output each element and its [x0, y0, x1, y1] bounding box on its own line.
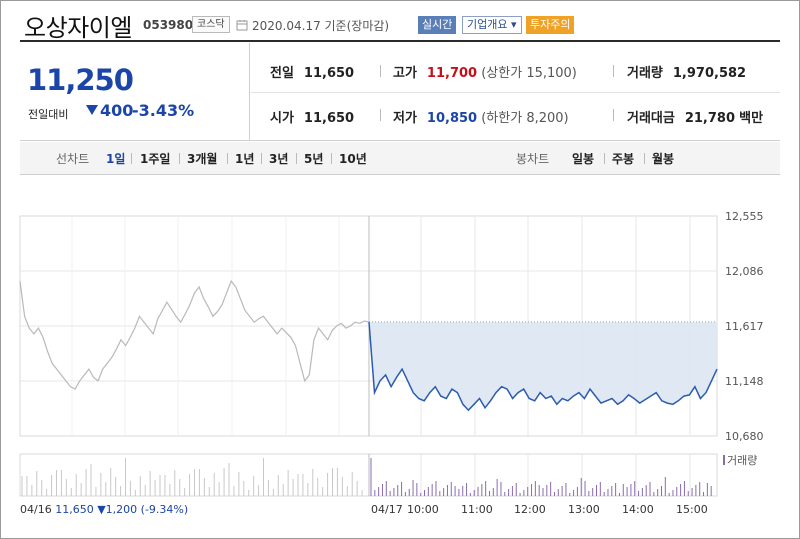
stock-name: 오상자이엘: [24, 14, 132, 42]
amount-cell: 거래대금 21,780 백만: [627, 107, 763, 126]
x-tick-label: 15:00: [676, 503, 708, 516]
company-info-dropdown[interactable]: 기업개요 ▾: [462, 16, 522, 34]
realtime-button[interactable]: 실시간: [418, 16, 457, 34]
amount-unit: 백만: [739, 111, 764, 126]
x-tick-label: 14:00: [622, 503, 654, 516]
chart-period-tabs: 선차트 1일 1주일 3개월 1년 3년 5년 10년 봉차트 일봉 주봉 월봉: [20, 142, 780, 175]
divider: [331, 153, 332, 164]
today-price-line: [368, 322, 718, 412]
low-cell: 저가 10,850 (하한가 8,200): [393, 107, 569, 126]
line-chart-label: 선차트: [56, 152, 90, 166]
x-tick-label: 04/17: [371, 503, 403, 516]
price-change-value: 400: [100, 101, 134, 120]
calendar-icon: [236, 20, 248, 31]
down-triangle-icon: [86, 105, 98, 115]
open-cell: 시가 11,650: [270, 107, 354, 126]
lower-limit-value: (하한가 8,200): [481, 111, 569, 126]
upper-limit-value: (상한가 15,100): [481, 66, 577, 81]
y-tick-label: 11,617: [725, 320, 764, 333]
amount-value: 21,780: [684, 111, 736, 126]
x-tick-label: 12:00: [514, 503, 546, 516]
high-value: 11,700: [426, 66, 478, 81]
tab-weekly-candle[interactable]: 주봉: [612, 152, 635, 166]
market-badge: 코스닥: [192, 16, 230, 33]
open-label: 시가: [270, 111, 294, 126]
divider: [613, 65, 614, 77]
current-price: 11,250: [27, 63, 134, 97]
x-tick-label: 13:00: [568, 503, 600, 516]
divider: [296, 153, 297, 164]
volume-legend-swatch: [723, 455, 725, 465]
y-tick-label: 10,680: [725, 430, 764, 443]
tab-1year[interactable]: 1년: [235, 152, 255, 166]
tab-3month[interactable]: 3개월: [187, 152, 218, 166]
high-cell: 고가 11,700 (상한가 15,100): [393, 62, 577, 81]
divider: [380, 109, 381, 121]
high-label: 고가: [393, 66, 417, 81]
y-tick-label: 12,555: [725, 210, 764, 223]
divider: [604, 153, 605, 164]
compare-label: 전일대비: [28, 108, 69, 121]
tab-5year[interactable]: 5년: [304, 152, 324, 166]
tab-3year[interactable]: 3년: [269, 152, 289, 166]
investment-warning-badge: 투자주의: [526, 16, 575, 34]
volume-cell: 거래량 1,970,582: [627, 62, 746, 81]
prev-close-cell: 전일 11,650: [270, 62, 354, 81]
row-divider: [251, 92, 780, 93]
prev-day-info: 04/16 11,650 ▼1,200 (-9.34%): [20, 503, 188, 516]
x-tick-label: 10:00: [407, 503, 439, 516]
low-value: 10,850: [426, 111, 478, 126]
prev-close-label: 전일: [270, 66, 294, 81]
tab-10year[interactable]: 10년: [339, 152, 367, 166]
stock-code: 053980: [143, 18, 194, 32]
open-value: 11,650: [303, 111, 355, 126]
divider: [227, 153, 228, 164]
tab-1day[interactable]: 1일: [106, 152, 126, 166]
price-chart-area: 12,555 12,086 11,617 11,148 10,680 04/17 10:00…: [0, 176, 800, 516]
candle-chart-label: 봉차트: [516, 152, 550, 166]
tab-monthly-candle[interactable]: 월봉: [652, 152, 675, 166]
tab-daily-candle[interactable]: 일봉: [572, 152, 595, 166]
divider: [613, 109, 614, 121]
price-change-pct: -3.43%: [132, 101, 195, 120]
prev-day-close: 11,650: [55, 503, 97, 516]
prev-day-date: 04/16: [20, 503, 55, 516]
volume-label: 거래량: [627, 66, 663, 81]
low-label: 저가: [393, 111, 417, 126]
volume-value: 1,970,582: [672, 66, 747, 81]
prev-close-value: 11,650: [303, 66, 355, 81]
price-summary: 11,250 전일대비 400 -3.43% 전일 11,650 고가 11,700…: [20, 43, 780, 141]
divider: [131, 153, 132, 164]
tab-1week[interactable]: 1주일: [140, 152, 171, 166]
y-tick-label: 11,148: [725, 375, 764, 388]
divider: [644, 153, 645, 164]
y-tick-label: 12,086: [725, 265, 764, 278]
prev-day-change: ▼1,200: [97, 503, 140, 516]
prev-day-pct: (-9.34%): [141, 503, 189, 516]
date-text: 2020.04.17 기준(장마감): [252, 19, 390, 33]
volume-label: 거래량: [727, 454, 757, 467]
today-area-fill: [369, 322, 717, 411]
divider: [179, 153, 180, 164]
price-change: 400: [86, 101, 133, 120]
divider: [380, 65, 381, 77]
divider: [261, 153, 262, 164]
price-chart[interactable]: 12,555 12,086 11,617 11,148 10,680 04/17 10:00…: [0, 176, 800, 516]
x-tick-label: 11:00: [461, 503, 493, 516]
current-price-panel: 11,250 전일대비 400 -3.43%: [20, 43, 250, 141]
amount-label: 거래대금: [627, 111, 675, 126]
stock-header: 오상자이엘 053980 코스닥 2020.04.17 기준(장마감) 실시간 …: [20, 8, 780, 42]
prev-day-price-line: [19, 279, 370, 390]
